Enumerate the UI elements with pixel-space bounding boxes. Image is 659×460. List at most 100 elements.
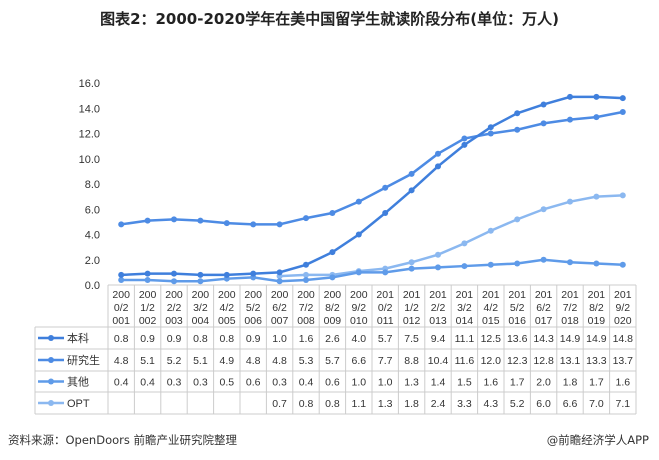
data-label: 14.9 — [560, 333, 581, 345]
data-point — [355, 269, 362, 276]
data-label: 6.6 — [351, 355, 366, 367]
data-point — [461, 240, 468, 247]
data-point — [408, 265, 415, 272]
x-tick-label: 7/2 — [563, 302, 578, 314]
x-tick-label: 200 — [218, 289, 236, 301]
data-point — [461, 135, 468, 142]
data-point — [144, 217, 151, 224]
x-tick-label: 0/2 — [114, 302, 129, 314]
data-point — [435, 163, 441, 170]
data-label: 0.7 — [272, 398, 287, 410]
data-point — [567, 259, 573, 266]
data-label: 1.1 — [351, 398, 366, 410]
data-point — [461, 263, 468, 270]
data-point — [593, 93, 600, 100]
x-tick-label: 010 — [350, 315, 368, 327]
x-tick-label: 015 — [482, 315, 500, 327]
data-point — [540, 120, 547, 127]
y-tick-label: 4.0 — [85, 230, 100, 242]
data-label: 0.4 — [299, 377, 314, 389]
data-point — [144, 276, 151, 283]
data-point — [514, 260, 521, 267]
x-tick-label: 201 — [429, 289, 447, 301]
x-tick-label: 4/2 — [483, 302, 498, 314]
data-point — [171, 270, 177, 277]
x-tick-label: 8/2 — [589, 302, 604, 314]
x-tick-label: 9/2 — [615, 302, 630, 314]
x-tick-label: 016 — [508, 315, 526, 327]
brand-label: @前瞻经济学人APP — [546, 433, 649, 447]
data-label: 12.8 — [533, 355, 554, 367]
x-tick-label: 200 — [139, 289, 157, 301]
data-point — [567, 93, 573, 100]
data-point — [619, 109, 626, 116]
y-tick-label: 2.0 — [85, 255, 100, 267]
x-tick-label: 201 — [376, 289, 394, 301]
data-label: 5.2 — [510, 398, 525, 410]
data-point — [171, 278, 177, 285]
data-label: 1.3 — [378, 398, 393, 410]
data-label: 1.6 — [483, 377, 498, 389]
x-tick-label: 011 — [377, 315, 394, 327]
series-line — [121, 258, 623, 283]
x-tick-label: 200 — [324, 289, 342, 301]
data-point — [329, 274, 336, 281]
data-point — [171, 216, 177, 223]
data-label: 2.4 — [431, 398, 446, 410]
data-label: 1.5 — [457, 377, 472, 389]
x-tick-label: 013 — [429, 315, 447, 327]
data-point — [223, 271, 230, 278]
data-point — [197, 217, 204, 224]
data-point — [540, 206, 547, 213]
data-point — [355, 198, 362, 205]
x-tick-label: 5/2 — [246, 302, 261, 314]
x-tick-label: 020 — [614, 315, 632, 327]
legend-label: OPT — [67, 398, 90, 410]
legend-marker — [48, 357, 54, 363]
x-tick-label: 006 — [244, 315, 262, 327]
data-point — [118, 276, 125, 283]
x-tick-label: 1/2 — [404, 302, 419, 314]
data-label: 2.0 — [536, 377, 551, 389]
data-label: 5.7 — [378, 333, 393, 345]
x-tick-label: 2/2 — [167, 302, 182, 314]
data-label: 14.3 — [533, 333, 554, 345]
x-tick-label: 201 — [508, 289, 526, 301]
legend-marker — [48, 378, 54, 385]
data-label: 0.4 — [114, 377, 129, 389]
data-point — [567, 198, 573, 205]
data-label: 1.4 — [431, 377, 446, 389]
data-label: 8.8 — [404, 355, 419, 367]
data-point — [619, 95, 626, 102]
data-label: 1.0 — [378, 377, 393, 389]
data-label: 6.6 — [563, 398, 578, 410]
series-line — [279, 194, 623, 278]
data-label: 13.3 — [586, 355, 607, 367]
x-tick-label: 200 — [112, 289, 130, 301]
data-point — [276, 269, 283, 276]
data-point — [382, 269, 389, 276]
data-point — [223, 220, 230, 227]
y-tick-label: 16.0 — [79, 78, 100, 90]
data-point — [329, 210, 336, 217]
data-point — [118, 221, 125, 228]
data-point — [435, 251, 441, 258]
data-label: 2.6 — [325, 333, 340, 345]
data-point — [540, 256, 547, 263]
data-label: 6.0 — [536, 398, 551, 410]
y-tick-label: 6.0 — [85, 204, 100, 216]
data-label: 5.2 — [167, 355, 182, 367]
x-tick-label: 200 — [350, 289, 368, 301]
data-label: 0.3 — [193, 377, 208, 389]
legend-label: 其他 — [67, 376, 89, 389]
data-point — [303, 215, 309, 222]
x-tick-label: 2/2 — [431, 302, 446, 314]
x-tick-label: 6/2 — [536, 302, 551, 314]
legend-label: 研究生 — [67, 353, 100, 367]
data-point — [487, 261, 494, 268]
data-label: 5.1 — [193, 355, 208, 367]
data-point — [250, 221, 257, 228]
data-label: 1.6 — [615, 377, 630, 389]
data-point — [118, 271, 125, 278]
